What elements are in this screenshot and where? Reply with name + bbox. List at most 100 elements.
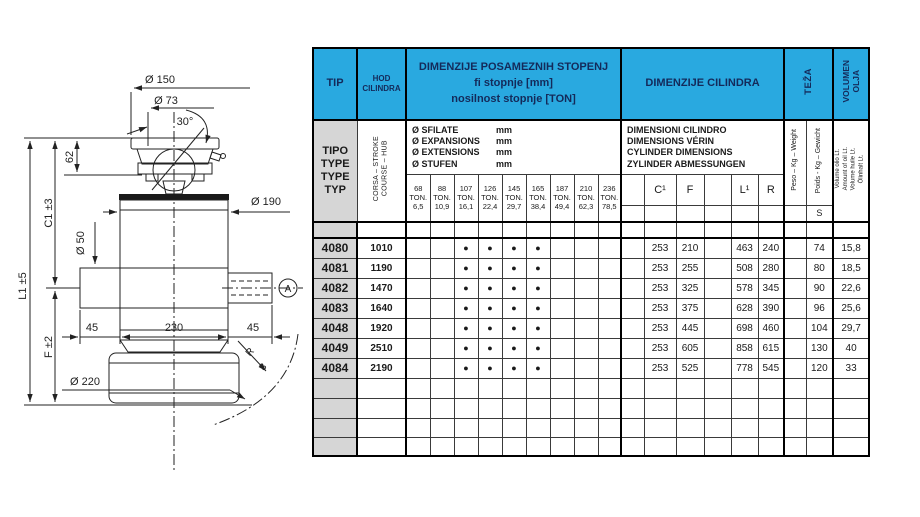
empty-cell [783,377,807,399]
stage-dot [573,357,599,379]
stage-dot [597,357,623,379]
l1-value: 698 [730,317,759,339]
table-row-4081: 4081 1190 ● ● ● ● 253 255 508 280 80 18, [312,257,870,279]
empty-cell [501,417,527,438]
empty-cell [620,436,645,457]
empty-cell [525,221,551,239]
empty-cell [405,221,431,239]
peso-cell [783,257,807,279]
header-row-blue: TIP HOD CILINDRA DIMENZIJE POSAMEZNIH ST… [312,47,871,121]
header-stage-diameter-list: Ø SFILATE mm Ø EXPANSIONS mm Ø EXTENSIONS m… [405,119,623,175]
empty-cell [549,221,575,239]
empty-cell [525,377,551,399]
s-value: 120 [805,357,835,379]
stage-dot: ● [477,317,503,339]
empty-cell [620,377,645,399]
header-volume-translations: Volume olio Lt. Amount of oil Lt. Volume… [832,119,870,223]
cyl-col-c1: C¹ [643,173,677,206]
vol-value: 15,8 [832,237,870,259]
empty-cell [703,436,732,457]
empty-cell [783,417,807,438]
dim-label-angle30: 30° [177,116,194,128]
vol-value: 25,6 [832,297,870,319]
stage-dot [573,337,599,359]
stage-dot: ● [525,337,551,359]
stage-dot: ● [453,317,479,339]
stroke-value: 1640 [356,297,407,319]
stage-dot: ● [477,357,503,379]
stage-dot: ● [501,337,527,359]
stage-dot [573,277,599,299]
empty-cell [832,436,870,457]
header-stage-dimensions: DIMENZIJE POSAMEZNIH STOPENJ fi stopnje … [404,47,623,121]
dim-label-dia150: Ø 150 [145,74,175,86]
stage-title-2: fi stopnje [mm] [474,77,553,90]
stage-dot [429,337,455,359]
empty-cell [675,417,705,438]
s-value: 96 [805,297,835,319]
dim-label-dia190: Ø 190 [251,196,281,208]
l1-value: 778 [730,357,759,379]
empty-cell [477,417,503,438]
empty-cell [757,221,786,239]
cyl-col-l1: L¹ [730,173,759,206]
f-value: 255 [675,257,705,279]
empty-cell [312,436,358,457]
tip-value: 4083 [312,297,358,319]
empty-cell [549,397,575,419]
table-row-4048: 4048 1920 ● ● ● ● 253 445 698 460 104 29 [312,317,870,339]
stage-dot [405,297,431,319]
empty-cell [620,397,645,419]
empty-cell [573,397,599,419]
empty-cell [573,436,599,457]
dim-label-62: 62 [64,151,76,163]
empty-cell [703,237,732,259]
c1-value: 253 [643,317,677,339]
stage-dot: ● [525,297,551,319]
empty-cell [643,436,677,457]
empty-cell [501,221,527,239]
stage-dot [597,337,623,359]
s-value: 104 [805,317,835,339]
empty-cell [573,221,599,239]
empty-cell [832,417,870,438]
f-value: 525 [675,357,705,379]
empty-cell [730,417,759,438]
s-value: 130 [805,337,835,359]
empty-cell [501,377,527,399]
empty-row [312,377,870,399]
empty-cell [429,377,455,399]
stage-dot [549,277,575,299]
empty-cell [805,377,835,399]
stage-title-1: DIMENZIJE POSAMEZNIH STOPENJ [418,61,609,74]
dim-label-dia220: Ø 220 [70,376,100,388]
empty-cell [620,221,645,239]
cyl-col-blank1 [620,173,645,206]
ton-col-68: 68 TON. 6,5 [405,173,431,223]
stage-dot: ● [477,237,503,259]
ton-col-210: 210 TON. 62,3 [573,173,599,223]
c1-value: 253 [643,257,677,279]
empty-cell [703,357,732,379]
stroke-value: 2190 [356,357,407,379]
empty-cell [783,397,807,419]
empty-cell [783,436,807,457]
empty-cell [356,221,407,239]
stage-title-3: nosilnost stopnje [TON] [451,92,576,105]
r-value: 390 [757,297,786,319]
stage-dot [573,257,599,279]
radius-label-r: R [244,346,257,359]
empty-row [312,417,870,438]
stage-dot [549,257,575,279]
stage-dot: ● [525,237,551,259]
dim-label-dia50: Ø 50 [75,231,87,255]
ton-col-236: 236 TON. 78,5 [597,173,623,223]
tip-value: 4082 [312,277,358,299]
stage-dot [405,357,431,379]
empty-cell [597,397,623,419]
s-value: 80 [805,257,835,279]
empty-cell [453,436,479,457]
empty-cell [730,397,759,419]
hod-line1: HOD [372,73,391,83]
empty-cell [549,436,575,457]
